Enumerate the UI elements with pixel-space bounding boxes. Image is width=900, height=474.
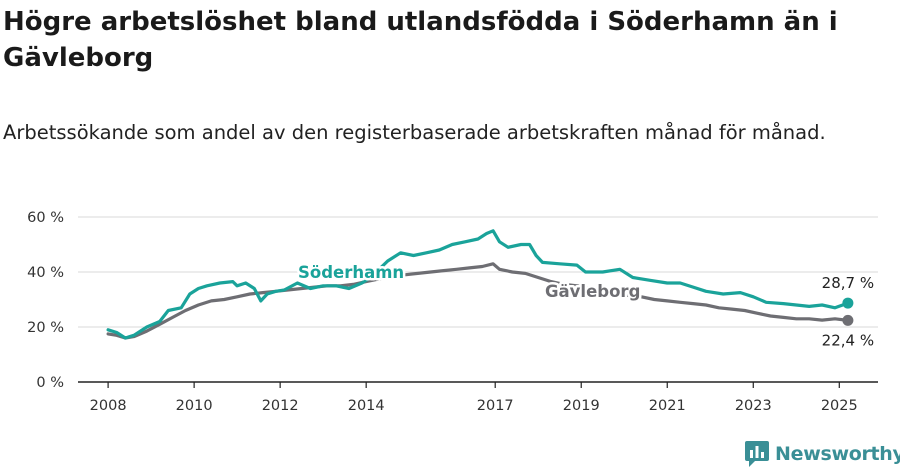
x-tick-label: 2021 bbox=[649, 398, 686, 414]
chart-title: Högre arbetslöshet bland utlandsfödda i … bbox=[3, 7, 838, 73]
end-value-gavleborg: 22,4 % bbox=[822, 331, 874, 349]
series-line-soderhamn bbox=[106, 229, 850, 340]
newsworthy-logo-text: Newsworthy bbox=[775, 443, 900, 465]
end-point-gavleborg bbox=[842, 314, 854, 326]
x-tick-label: 2008 bbox=[90, 398, 127, 414]
series-line-gavleborg bbox=[106, 262, 850, 340]
x-tick-label: 2019 bbox=[563, 398, 600, 414]
x-tick-label: 2014 bbox=[348, 398, 385, 414]
x-tick-label: 2025 bbox=[821, 398, 858, 414]
newsworthy-logo: Newsworthy bbox=[745, 441, 900, 467]
y-tick-label: 20 % bbox=[27, 320, 64, 336]
x-tick-label: 2012 bbox=[262, 398, 299, 414]
chart-subtitle: Arbetssökande som andel av den registerb… bbox=[3, 121, 826, 144]
newsworthy-logo-icon bbox=[745, 441, 769, 467]
end-point-soderhamn bbox=[842, 297, 854, 309]
x-tick-label: 2023 bbox=[735, 398, 772, 414]
y-tick-label: 0 % bbox=[36, 375, 64, 391]
end-value-soderhamn: 28,7 % bbox=[822, 274, 874, 292]
y-tick-label: 60 % bbox=[27, 210, 64, 226]
series-label-soderhamn: Söderhamn bbox=[298, 263, 404, 282]
series-label-gavleborg: Gävleborg bbox=[545, 282, 640, 301]
y-tick-label: 40 % bbox=[27, 265, 64, 281]
x-tick-label: 2017 bbox=[477, 398, 514, 414]
x-tick-label: 2010 bbox=[176, 398, 213, 414]
